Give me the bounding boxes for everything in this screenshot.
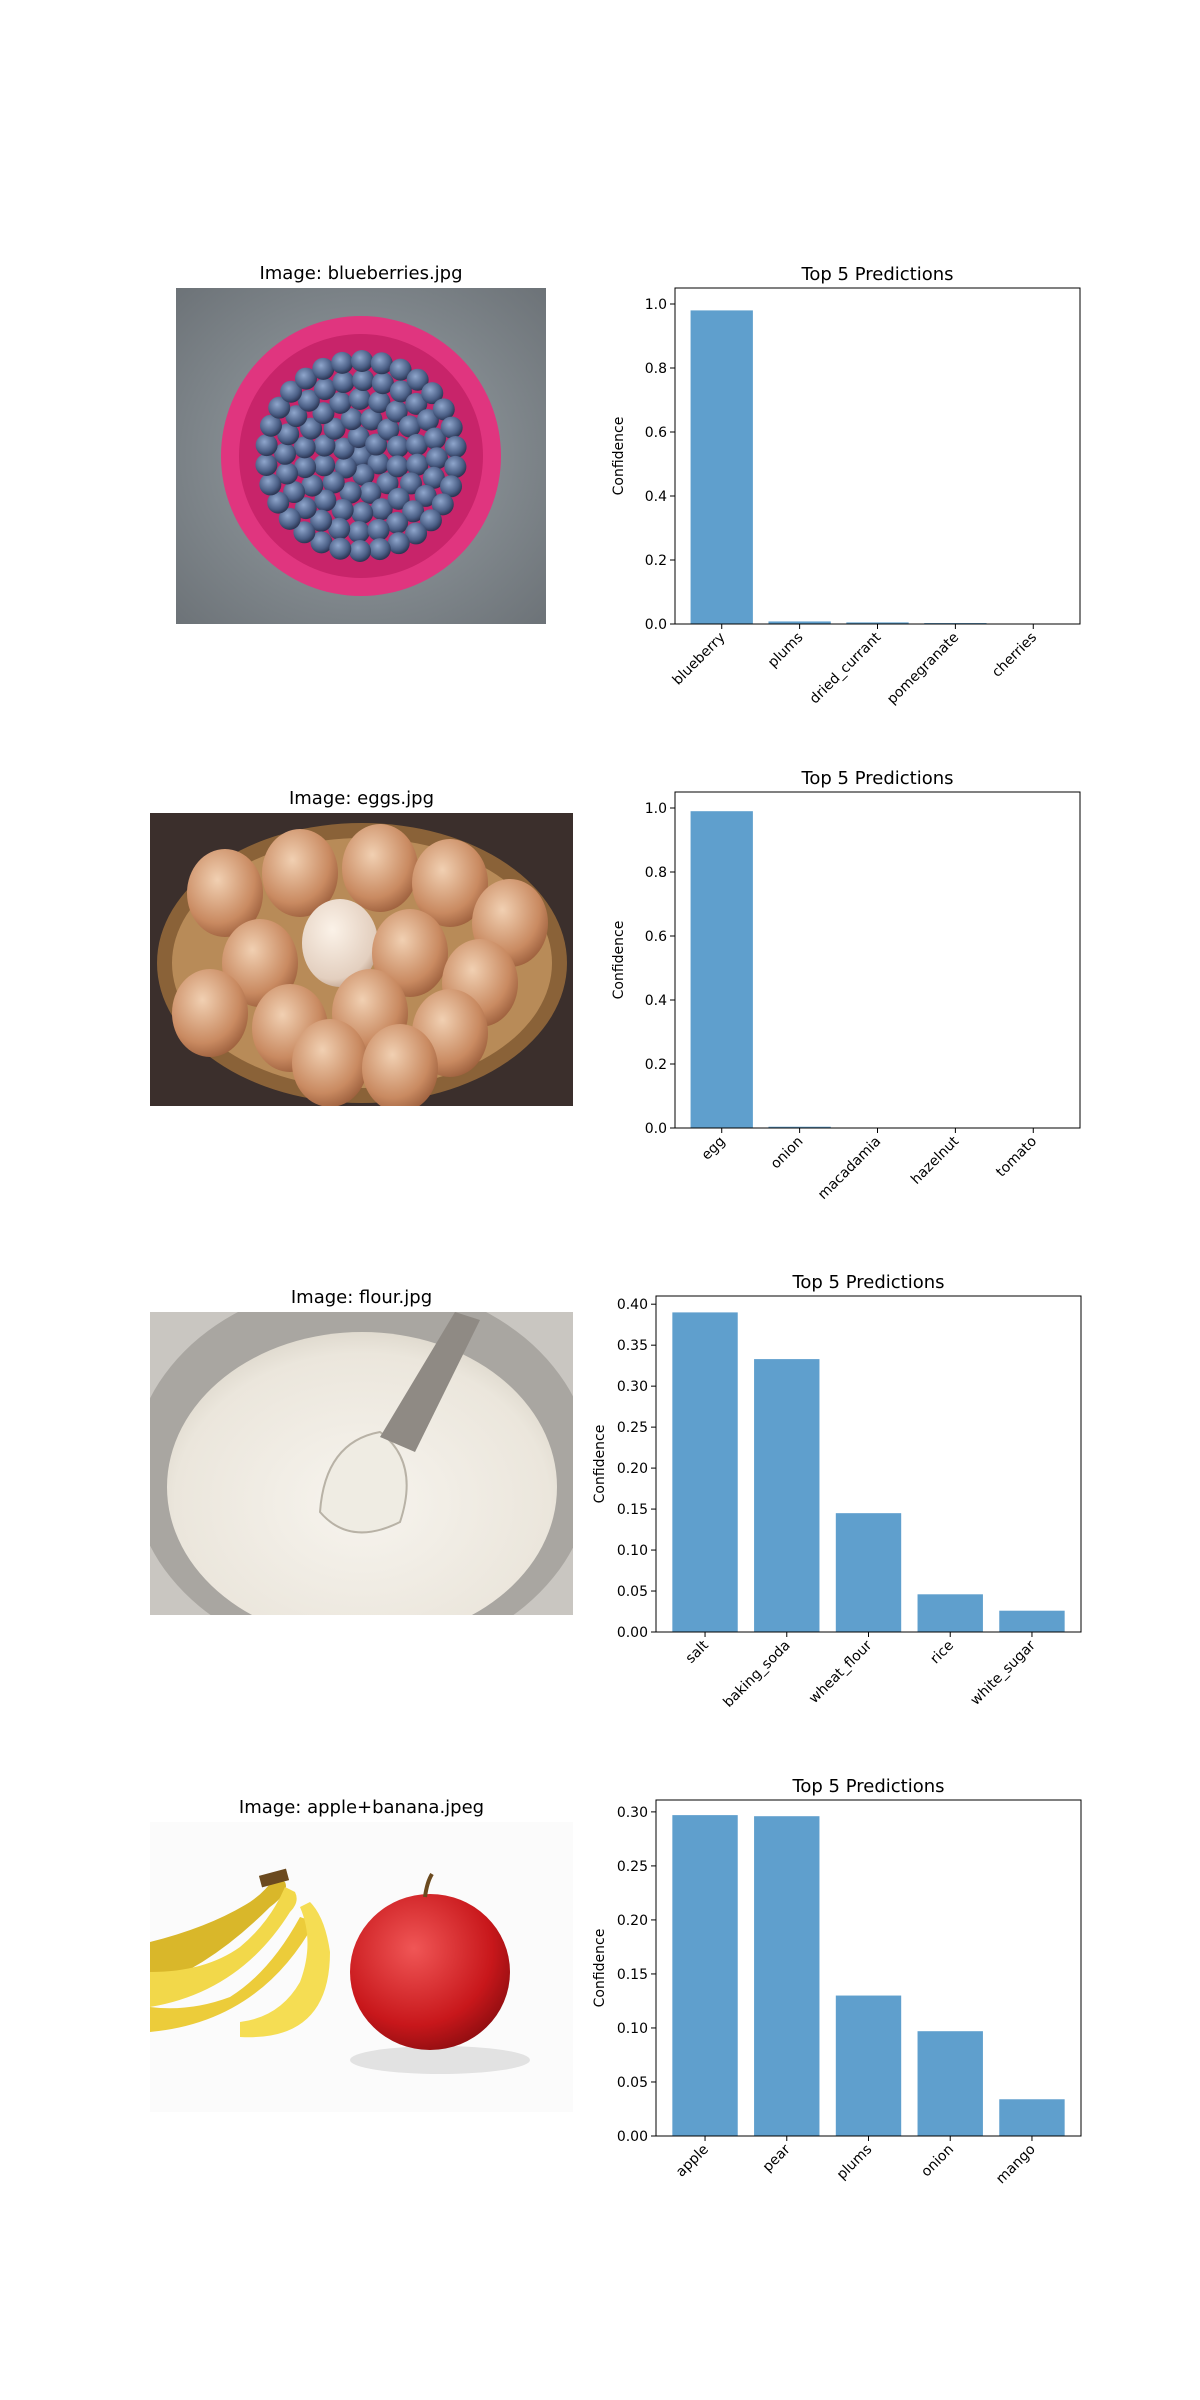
y-tick-label: 1.0 <box>645 297 667 313</box>
chart-title: Top 5 Predictions <box>791 1272 944 1293</box>
bar-rice <box>917 1594 983 1632</box>
x-tick-label: plums <box>834 2142 875 2183</box>
apple-banana-image <box>150 1822 573 2112</box>
x-tick-label: pear <box>760 2141 794 2175</box>
x-tick-label: onion <box>918 2142 957 2181</box>
y-tick-label: 0.15 <box>617 1502 648 1518</box>
bar-blueberry <box>690 310 753 624</box>
y-axis-label: Confidence <box>592 1929 608 2008</box>
bar-baking_soda <box>754 1359 820 1632</box>
y-tick-label: 0.00 <box>617 2129 648 2145</box>
y-tick-label: 0.10 <box>617 1543 648 1559</box>
y-tick-label: 0.00 <box>617 1625 648 1641</box>
y-tick-label: 0.20 <box>617 1913 648 1929</box>
bar-onion <box>917 2031 983 2136</box>
flour-image <box>150 1312 573 1615</box>
bar-plums <box>835 1995 902 2136</box>
y-tick-label: 0.25 <box>617 1859 648 1875</box>
image-title: Image: eggs.jpg <box>288 788 435 809</box>
y-axis-label: Confidence <box>611 417 627 496</box>
y-tick-label: 0.40 <box>617 1297 648 1313</box>
y-tick-label: 0.8 <box>645 865 667 881</box>
bar-onion <box>768 1126 831 1128</box>
bar-dried_currant <box>846 622 909 624</box>
y-axis-label: Confidence <box>611 921 627 1000</box>
y-tick-label: 0.30 <box>617 1379 648 1395</box>
y-tick-label: 0.20 <box>617 1461 648 1477</box>
y-tick-label: 0.4 <box>645 993 667 1009</box>
eggs-image <box>150 813 573 1106</box>
x-tick-label: apple <box>673 2142 712 2181</box>
y-tick-label: 0.30 <box>617 1805 648 1821</box>
chart-title: Top 5 Predictions <box>800 264 953 285</box>
bar-mango <box>999 2099 1065 2136</box>
bar-salt <box>672 1312 738 1632</box>
image-title: Image: apple+banana.jpeg <box>238 1797 485 1818</box>
bar-pear <box>754 1816 820 2136</box>
x-tick-label: mango <box>993 2142 1039 2188</box>
bar-wheat_flour <box>835 1513 902 1632</box>
y-tick-label: 0.6 <box>645 425 667 441</box>
y-tick-label: 0.0 <box>645 1121 667 1137</box>
y-tick-label: 0.2 <box>645 553 667 569</box>
y-tick-label: 0.0 <box>645 617 667 633</box>
y-tick-label: 0.05 <box>617 2075 648 2091</box>
blueberries-image <box>176 288 546 624</box>
chart-title: Top 5 Predictions <box>791 1776 944 1797</box>
bar-egg <box>690 811 753 1128</box>
y-tick-label: 0.25 <box>617 1420 648 1436</box>
bar-plums <box>768 621 831 624</box>
y-tick-label: 0.35 <box>617 1338 648 1354</box>
y-tick-label: 0.2 <box>645 1057 667 1073</box>
chart-title: Top 5 Predictions <box>800 768 953 789</box>
image-title: Image: flour.jpg <box>290 1287 433 1308</box>
y-tick-label: 0.8 <box>645 361 667 377</box>
y-axis-label: Confidence <box>592 1425 608 1504</box>
y-tick-label: 0.4 <box>645 489 667 505</box>
y-tick-label: 0.05 <box>617 1584 648 1600</box>
bar-white_sugar <box>999 1610 1065 1632</box>
bar-apple <box>672 1815 738 2136</box>
y-tick-label: 0.10 <box>617 2021 648 2037</box>
y-tick-label: 1.0 <box>645 801 667 817</box>
y-tick-label: 0.15 <box>617 1967 648 1983</box>
image-title: Image: blueberries.jpg <box>259 263 463 284</box>
y-tick-label: 0.6 <box>645 929 667 945</box>
